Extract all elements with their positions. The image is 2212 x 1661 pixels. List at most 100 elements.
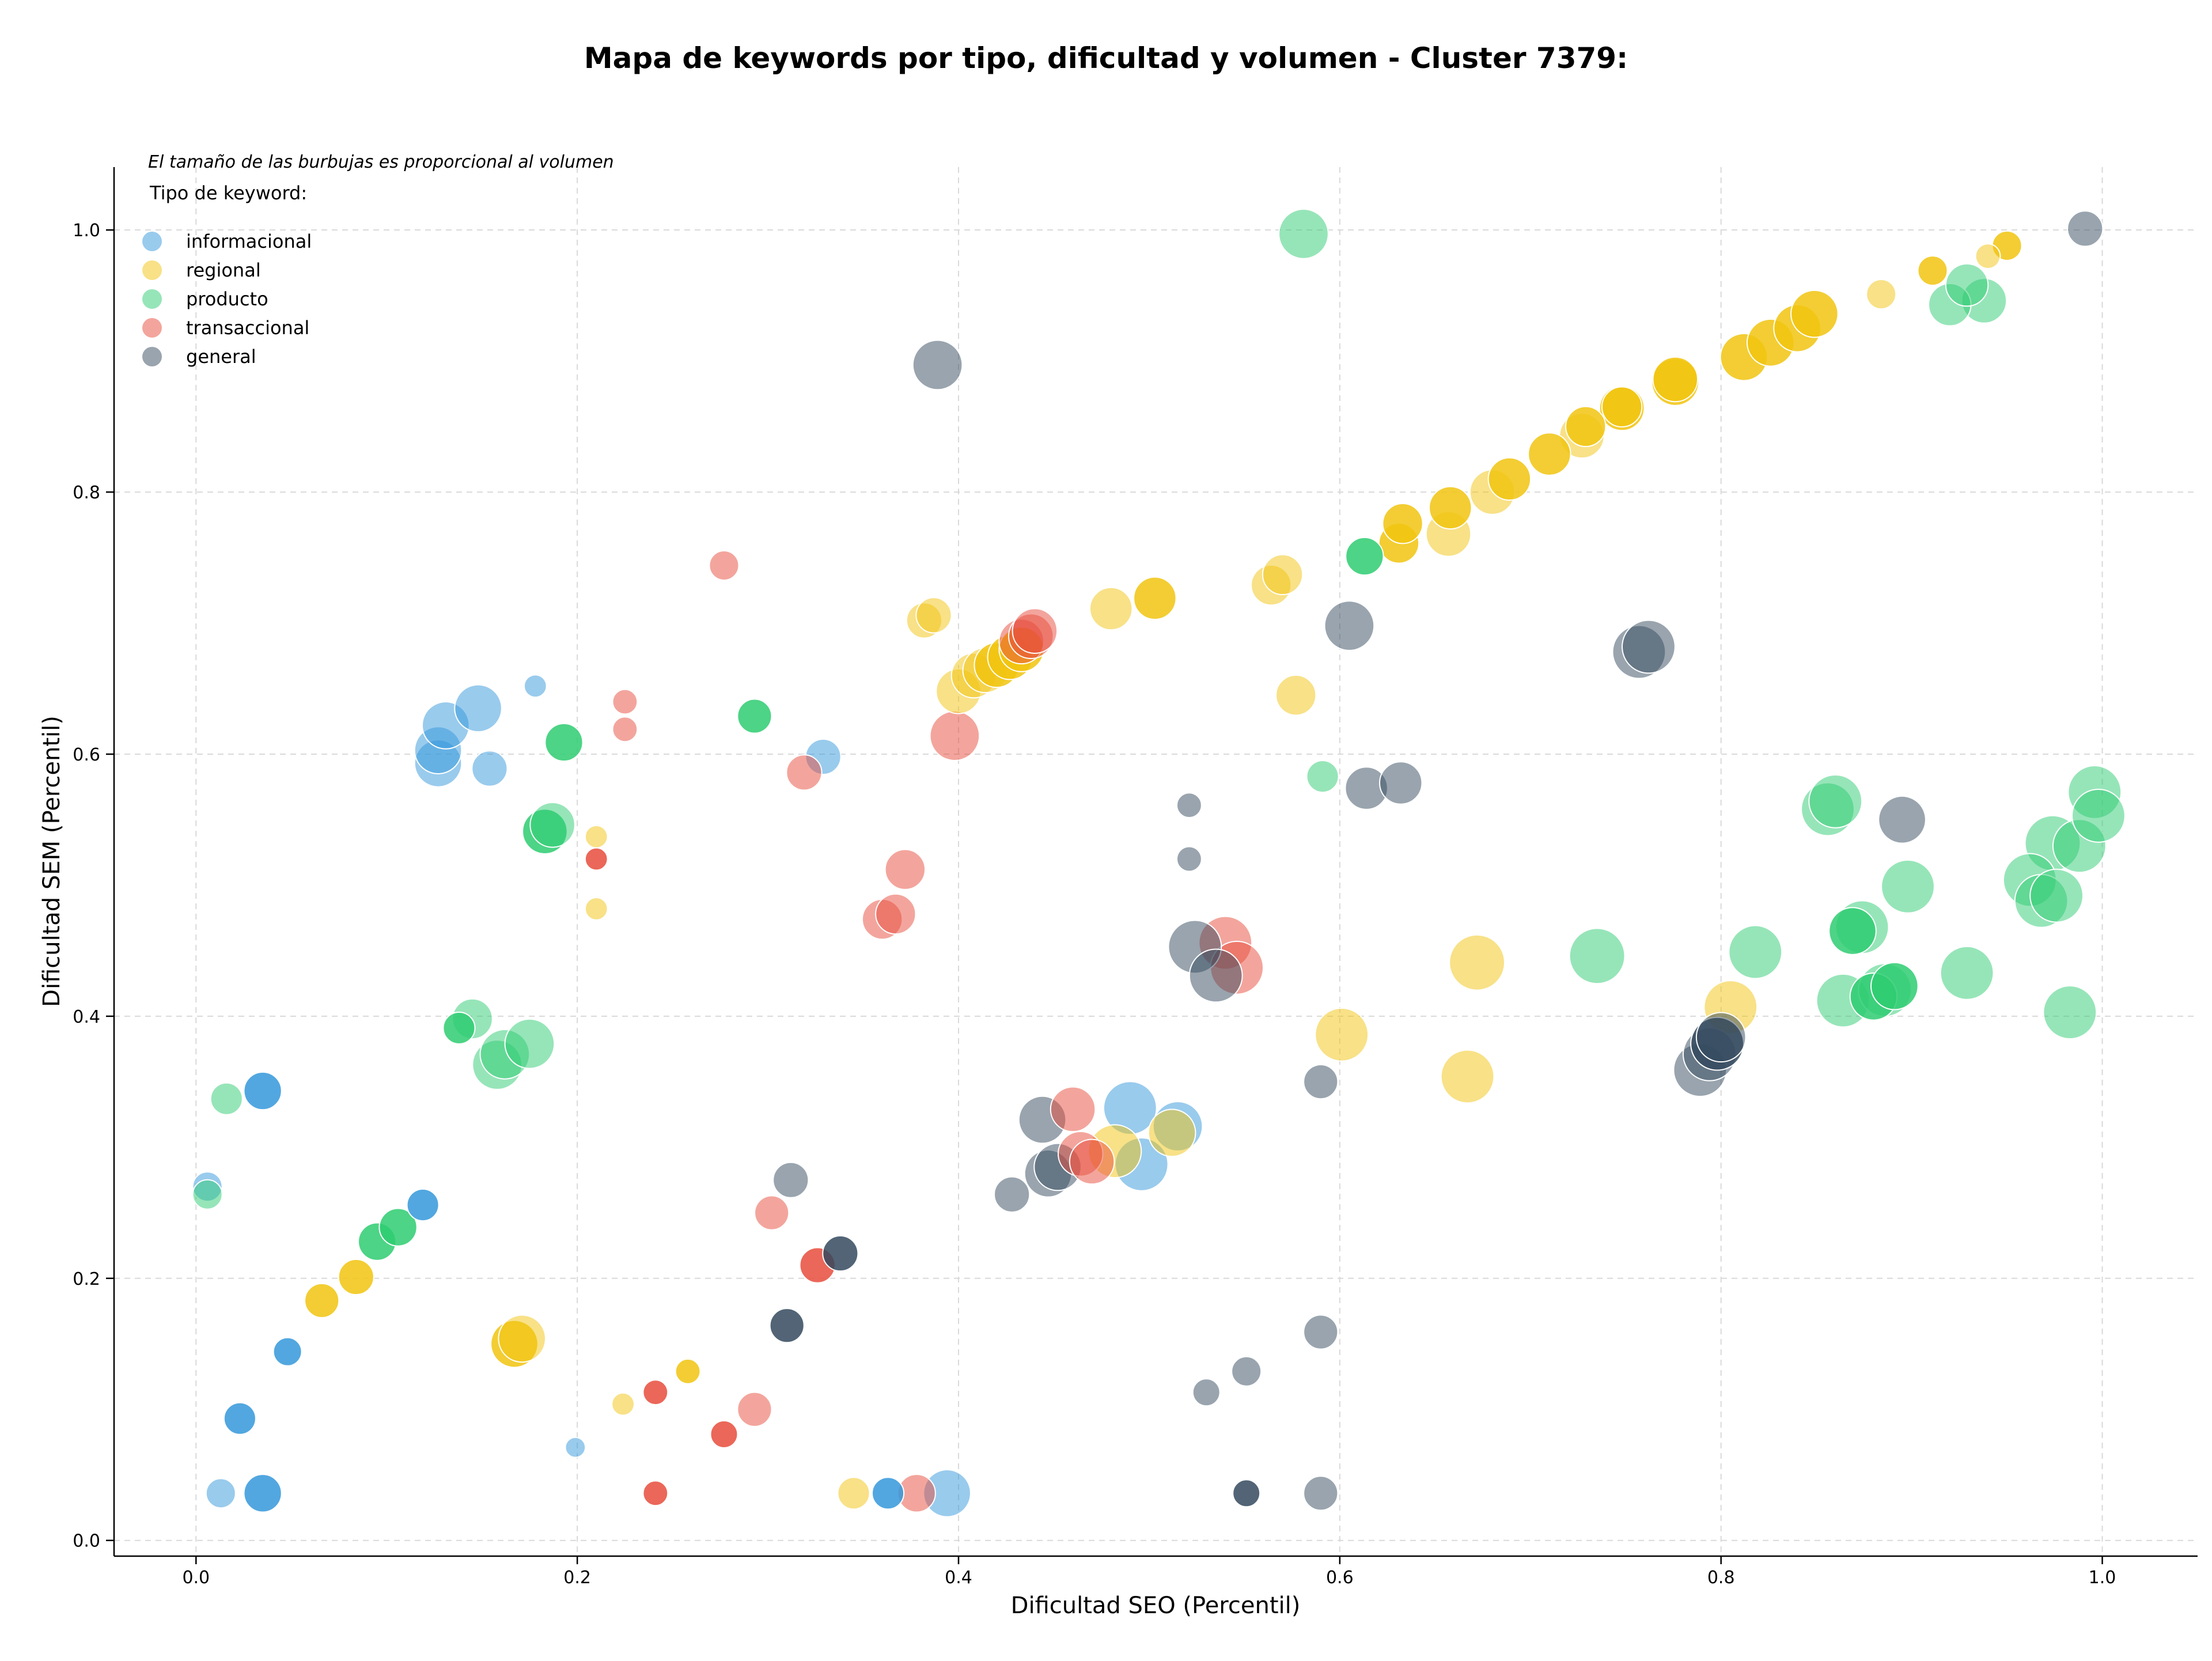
bubble-producto	[2071, 788, 2126, 843]
bubble-regional	[675, 1358, 701, 1384]
bubble-regional	[915, 597, 952, 634]
bubble-producto	[442, 1011, 476, 1045]
bubble-informacional	[205, 1478, 236, 1509]
bubble-producto	[1306, 760, 1339, 793]
bubble-regional	[1790, 289, 1839, 338]
legend-title: Tipo de keyword:	[149, 182, 307, 204]
legend-label-regional: regional	[186, 259, 261, 281]
bubble-producto	[1345, 536, 1384, 576]
bubble-general	[1695, 1012, 1747, 1063]
bubble-informacional	[872, 1477, 905, 1510]
bubble-general	[769, 1308, 805, 1344]
x-tick-label: 0.2	[563, 1568, 591, 1588]
y-axis-label: Dificultad SEM (Percentil)	[39, 716, 65, 1007]
bubble-regional	[1147, 1108, 1196, 1157]
legend-label-transaccional: transaccional	[186, 317, 309, 339]
bubble-general	[772, 1161, 809, 1198]
bubble-producto	[1569, 928, 1626, 985]
legend: informacional regional producto transaccion…	[142, 230, 312, 368]
bubble-regional	[1487, 457, 1532, 501]
bubble-regional	[611, 1392, 635, 1416]
bubble-transaccional	[710, 1420, 738, 1448]
bubble-regional	[1652, 356, 1699, 403]
bubble-general	[994, 1176, 1031, 1213]
bubble-transaccional	[1012, 608, 1058, 654]
bubble-informacional	[523, 674, 547, 698]
bubble-informacional	[272, 1337, 302, 1367]
bubble-regional	[1528, 432, 1571, 476]
y-tick-label: 0.0	[73, 1531, 100, 1552]
bubble-general	[1232, 1479, 1261, 1508]
bubble-informacional	[471, 750, 508, 787]
bubble-regional	[1275, 674, 1317, 716]
x-tick-label: 0.6	[1326, 1568, 1354, 1588]
bubble-producto	[2043, 985, 2097, 1039]
bubble-informacional	[454, 684, 502, 733]
bubble-informacional	[243, 1071, 282, 1111]
bubble-general	[1324, 600, 1375, 651]
bubble-general	[1176, 846, 1202, 872]
bubble-regional	[1866, 279, 1897, 310]
bubble-regional	[1449, 934, 1506, 991]
x-tick-label: 1.0	[2089, 1568, 2116, 1588]
bubble-producto	[1945, 263, 1989, 307]
x-tick-label: 0.4	[945, 1568, 972, 1588]
bubble-general	[1622, 619, 1676, 674]
bubble-regional	[1382, 502, 1423, 544]
bubble-informacional	[223, 1402, 256, 1435]
bubble-regional	[584, 897, 608, 921]
bubble-general	[1379, 761, 1423, 805]
bubble-transaccional	[584, 847, 608, 871]
bubble-general	[1303, 1475, 1339, 1511]
bubble-general	[1231, 1356, 1262, 1387]
y-tick-label: 0.4	[73, 1007, 100, 1027]
bubble-producto	[210, 1082, 243, 1115]
bubble-transaccional	[875, 893, 916, 935]
legend-marker-general	[142, 347, 162, 366]
bubble-producto	[1828, 907, 1877, 955]
legend-marker-transaccional	[142, 318, 162, 338]
bubble-transaccional	[754, 1195, 790, 1231]
legend-label-general: general	[186, 346, 256, 368]
legend-marker-regional	[142, 260, 162, 280]
bubble-general	[822, 1235, 859, 1272]
bubble-transaccional	[737, 1391, 772, 1427]
bubble-regional	[1601, 386, 1643, 427]
bubble-general	[1188, 948, 1243, 1003]
bubble-general	[1303, 1314, 1339, 1350]
bubble-general	[1176, 792, 1202, 819]
bubble-transaccional	[709, 550, 740, 581]
y-tick-label: 0.2	[73, 1269, 100, 1289]
bubble-informacional	[243, 1474, 282, 1513]
bubble-producto	[2029, 868, 2084, 923]
bubble-producto	[192, 1179, 223, 1210]
bubble-transaccional	[612, 716, 638, 743]
bubble-transaccional	[884, 849, 926, 890]
bubble-producto	[378, 1208, 418, 1247]
y-tick-label: 1.0	[73, 221, 100, 241]
bubble-general	[1303, 1064, 1339, 1100]
bubble-informacional	[406, 1188, 440, 1221]
bubble-producto	[544, 722, 584, 762]
bubble-transaccional	[1050, 1086, 1096, 1133]
grid	[114, 167, 2198, 1556]
bubble-transaccional	[642, 1480, 669, 1507]
bubble-producto	[1808, 774, 1863, 828]
bubble-regional	[1975, 243, 2001, 270]
x-tick-label: 0.0	[182, 1568, 210, 1588]
bubble-regional	[1440, 1049, 1495, 1104]
bubble-regional	[338, 1258, 374, 1296]
bubble-regional	[837, 1477, 870, 1510]
bubble-regional	[304, 1282, 340, 1319]
legend-label-producto: producto	[186, 288, 268, 310]
bubble-regional	[584, 824, 608, 849]
bubble-regional	[1315, 1007, 1369, 1062]
chart-title: Mapa de keywords por tipo, dificultad y …	[584, 41, 1628, 75]
bubble-producto	[1940, 945, 1994, 1000]
y-tick-label: 0.6	[73, 745, 100, 765]
bubble-transaccional	[786, 754, 823, 791]
bubble-producto	[737, 698, 772, 734]
bubble-general	[2067, 210, 2104, 247]
bubble-producto	[1728, 925, 1783, 979]
